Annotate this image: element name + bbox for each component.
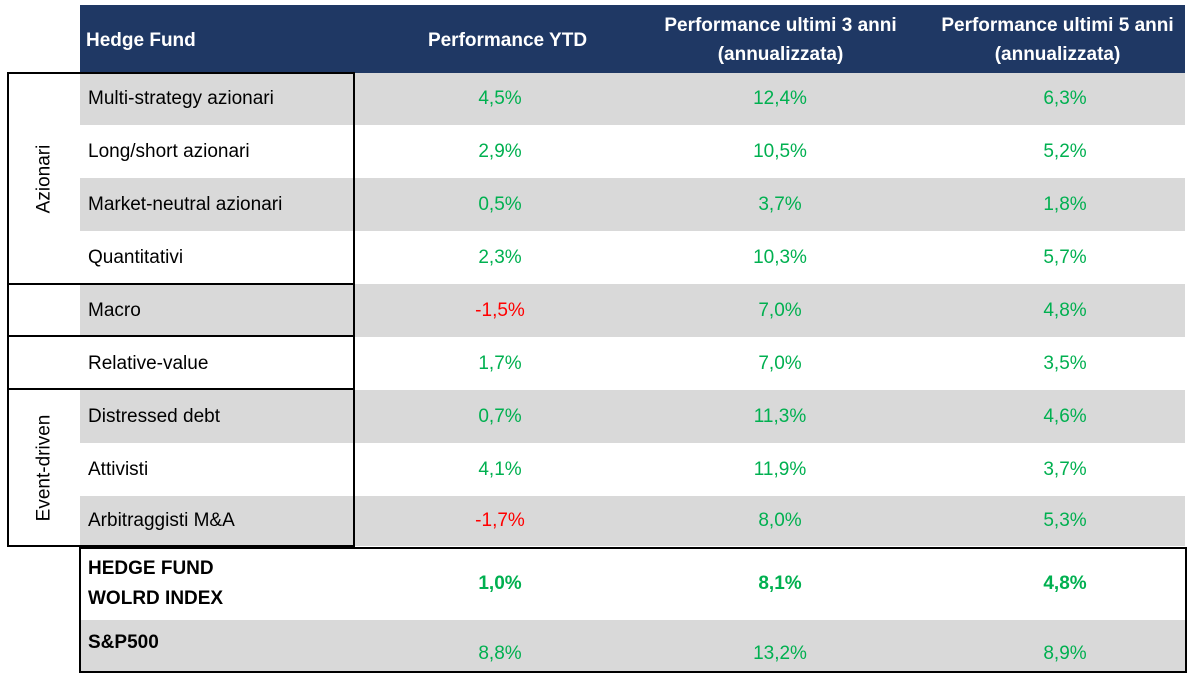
header-hedge-fund: Hedge Fund [86, 29, 196, 51]
perf-5y-value: 3,5% [1043, 352, 1087, 374]
fund-name: Quantitativi [88, 246, 184, 268]
fund-name: Market-neutral azionari [88, 193, 283, 215]
ytd-value: 4,1% [478, 458, 522, 480]
table-row: Market-neutral azionari 0,5% 3,7% 1,8% [80, 178, 1185, 231]
sp500-row: S&P500 8,8% 13,2% 8,9% [80, 620, 1185, 671]
ytd-value: 2,3% [478, 246, 522, 268]
table-row: Relative-value 1,7% 7,0% 3,5% [80, 337, 1185, 390]
fund-name: Long/short azionari [88, 140, 250, 162]
table-header: Hedge Fund Performance YTD Performance u… [80, 5, 1185, 75]
ytd-value: 0,5% [478, 193, 522, 215]
hedge-fund-index-row: HEDGE FUND WOLRD INDEX 1,0% 8,1% 4,8% [80, 548, 1185, 620]
perf-3y-value: 10,5% [753, 140, 807, 162]
ytd-value: 1,7% [478, 352, 522, 374]
header-performance-ytd: Performance YTD [427, 29, 588, 51]
perf-3y-value: 12,4% [753, 88, 807, 109]
ytd-value: 0,7% [478, 405, 522, 427]
group-label-azionari-text: Azionari [33, 144, 54, 213]
perf-3y-value: 7,0% [758, 299, 802, 321]
index-name-line-1: HEDGE FUND [88, 558, 214, 579]
table-row: Macro -1,5% 7,0% 4,8% [80, 284, 1185, 337]
perf-5y-value: 1,8% [1043, 193, 1087, 215]
perf-5y-value: 4,8% [1043, 299, 1087, 321]
perf-5y-value: 8,9% [1043, 643, 1087, 664]
ytd-value: -1,7% [475, 510, 525, 531]
table-row: Distressed debt 0,7% 11,3% 4,6% [80, 390, 1185, 443]
table-row: Arbitraggisti M&A -1,7% 8,0% 5,3% [80, 496, 1185, 546]
fund-name: Arbitraggisti M&A [88, 510, 235, 531]
header-performance-3y: Performance ultimi 3 anni (annualizzata) [664, 15, 897, 65]
index-name-line-2: WOLRD INDEX [88, 588, 224, 609]
ytd-value: 2,9% [478, 140, 522, 162]
perf-3y-value: 13,2% [753, 643, 807, 664]
perf-5y-value: 3,7% [1043, 458, 1087, 480]
perf-5y-value: 4,8% [1043, 573, 1087, 594]
fund-name: Macro [88, 299, 141, 321]
fund-name: Relative-value [88, 352, 209, 374]
ytd-value: -1,5% [475, 299, 525, 321]
fund-name: Attivisti [88, 458, 149, 480]
fund-name: Distressed debt [88, 405, 221, 427]
group-label-event-driven: Event-driven [8, 390, 80, 546]
table-row: Quantitativi 2,3% 10,3% 5,7% [80, 231, 1185, 284]
perf-5y-value: 5,3% [1043, 510, 1087, 531]
header-performance-5y: Performance ultimi 5 anni (annualizzata) [941, 15, 1174, 65]
perf-5y-value: 5,2% [1043, 140, 1087, 162]
perf-3y-value: 8,0% [758, 510, 802, 531]
perf-3y-value: 7,0% [758, 352, 802, 374]
perf-5y-value: 5,7% [1043, 246, 1087, 268]
perf-3y-value: 10,3% [753, 246, 807, 268]
ytd-value: 1,0% [478, 573, 522, 594]
table-row: Attivisti 4,1% 11,9% 3,7% [80, 443, 1185, 496]
group-label-event-driven-text: Event-driven [33, 414, 55, 522]
index-name: HEDGE FUND WOLRD INDEX [88, 548, 358, 620]
ytd-value: 4,5% [478, 88, 522, 109]
sp500-name: S&P500 [88, 632, 159, 653]
table-row: Multi-strategy azionari 4,5% 12,4% 6,3% [80, 73, 1185, 125]
perf-3y-value: 11,9% [753, 458, 807, 480]
ytd-value: 8,8% [478, 643, 522, 664]
group-label-azionari: Azionari [8, 73, 80, 284]
perf-5y-value: 4,6% [1043, 405, 1087, 427]
perf-3y-value: 3,7% [758, 193, 802, 215]
perf-3y-value: 11,3% [753, 405, 807, 427]
table-row: Long/short azionari 2,9% 10,5% 5,2% [80, 125, 1185, 178]
perf-3y-value: 8,1% [758, 573, 802, 594]
fund-name: Multi-strategy azionari [88, 88, 274, 109]
perf-5y-value: 6,3% [1043, 88, 1087, 109]
